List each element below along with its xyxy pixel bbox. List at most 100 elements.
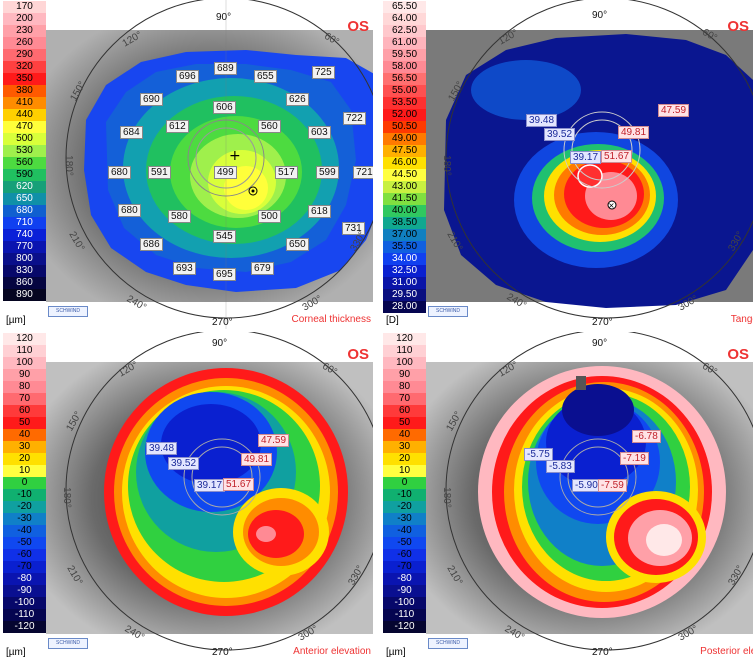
scale-step: 120 xyxy=(3,333,46,345)
scale-step: 30 xyxy=(3,441,46,453)
value-label: -7.59 xyxy=(598,479,627,492)
angle-label-180: 180° xyxy=(440,487,452,508)
value-label: 626 xyxy=(286,93,309,106)
corneal-thickness-panel: 170 200 230 260 290 320 350 380 410 440 470 500 530 5… xyxy=(0,0,373,329)
map-area: × 39.48 47.59 39.52 49.81 39.17 51.67 90… xyxy=(426,0,753,329)
scale-step: 800 xyxy=(3,253,46,265)
scale-step: 470 xyxy=(3,121,46,133)
value-label: 49.81 xyxy=(241,453,273,466)
value-label: 51.67 xyxy=(601,150,633,163)
scale-step: 28.00 xyxy=(383,301,426,313)
scale-step: 49.00 xyxy=(383,133,426,145)
posterior-elevation-panel: 120 110 100 90 80 70 60 50 40 30 20 10 0 -10 -20 -30 -40… xyxy=(380,332,753,661)
scale-step: 46.00 xyxy=(383,157,426,169)
scale-step: 47.50 xyxy=(383,145,426,157)
map-zone xyxy=(577,164,603,188)
scale-step: -80 xyxy=(383,573,426,585)
scale-step: 0 xyxy=(383,477,426,489)
value-label: 49.81 xyxy=(618,126,650,139)
scale-step: 43.00 xyxy=(383,181,426,193)
value-label: -5.83 xyxy=(546,460,575,473)
scale-step: -20 xyxy=(3,501,46,513)
map-zone xyxy=(646,524,682,556)
scale-step: 740 xyxy=(3,229,46,241)
value-label: 47.59 xyxy=(258,434,290,447)
scale-step: 20 xyxy=(3,453,46,465)
scale-step: 320 xyxy=(3,61,46,73)
map-canvas xyxy=(46,332,373,661)
scale-step: 350 xyxy=(3,73,46,85)
scale-step: -30 xyxy=(3,513,46,525)
vendor-logo: SCHWIND xyxy=(428,306,468,317)
scale-step: 59.50 xyxy=(383,49,426,61)
scale-step: 56.50 xyxy=(383,73,426,85)
scale-step: 380 xyxy=(3,85,46,97)
value-label: 591 xyxy=(148,166,171,179)
value-label: 686 xyxy=(140,238,163,251)
value-label: 618 xyxy=(308,205,331,218)
value-label: 39.17 xyxy=(194,479,226,492)
angle-label-top: 90° xyxy=(592,10,608,21)
scale-step: 58.00 xyxy=(383,61,426,73)
angle-label-bottom: 270° xyxy=(592,317,613,328)
scale-step: -10 xyxy=(383,489,426,501)
thinnest-point-marker xyxy=(248,186,258,196)
scale-step: 120 xyxy=(383,333,426,345)
scale-unit: [µm] xyxy=(6,647,26,658)
eye-label: OS xyxy=(727,346,749,363)
scale-step: 62.50 xyxy=(383,25,426,37)
scale-step: 29.50 xyxy=(383,289,426,301)
scale-step: -100 xyxy=(3,597,46,609)
scale-step: 38.50 xyxy=(383,217,426,229)
value-label: 47.59 xyxy=(658,104,690,117)
scale-step: 80 xyxy=(3,381,46,393)
scale-step: 61.00 xyxy=(383,37,426,49)
value-label: 722 xyxy=(343,112,366,125)
value-label: 603 xyxy=(308,126,331,139)
value-label: 39.52 xyxy=(168,457,200,470)
value-label: 684 xyxy=(120,126,143,139)
angle-label-top: 90° xyxy=(592,338,608,349)
scale-step: -10 xyxy=(3,489,46,501)
map-area: 39.48 47.59 39.52 49.81 39.17 51.67 90° … xyxy=(46,332,373,661)
scale-step: 52.00 xyxy=(383,109,426,121)
color-scale: 170 200 230 260 290 320 350 380 410 440 470 500 530 5… xyxy=(0,0,46,329)
color-scale: 65.50 64.00 62.50 61.00 59.50 58.00 56.50 55.00… xyxy=(380,0,426,329)
scale-step: 50 xyxy=(3,417,46,429)
scale-unit: [µm] xyxy=(6,315,26,326)
scale-step: 710 xyxy=(3,217,46,229)
value-label: 499 xyxy=(214,166,237,179)
value-label: 51.67 xyxy=(223,478,255,491)
scale-step: 41.50 xyxy=(383,193,426,205)
angle-label-180: 180° xyxy=(60,487,72,508)
scale-step: 40.00 xyxy=(383,205,426,217)
value-label: -7.19 xyxy=(620,452,649,465)
scale-step: -60 xyxy=(383,549,426,561)
scale-step: 55.00 xyxy=(383,85,426,97)
scale-step: 110 xyxy=(383,345,426,357)
scale-step: -40 xyxy=(3,525,46,537)
scale-step: 65.50 xyxy=(383,1,426,13)
scale-step: -80 xyxy=(3,573,46,585)
scale-step: 64.00 xyxy=(383,13,426,25)
scale-step: 440 xyxy=(3,109,46,121)
angle-label-top: 90° xyxy=(212,338,228,349)
angle-label-180: 180° xyxy=(440,155,452,176)
scale-step: -20 xyxy=(383,501,426,513)
scale-step: 10 xyxy=(383,465,426,477)
map-zone xyxy=(562,384,634,436)
map-canvas: × xyxy=(426,0,753,329)
map-title: Tangential anterior xyxy=(730,314,753,325)
scale-step: 890 xyxy=(3,289,46,301)
scale-step: 590 xyxy=(3,169,46,181)
eye-label: OS xyxy=(347,18,369,35)
scale-step: 60 xyxy=(3,405,46,417)
scale-step: 37.00 xyxy=(383,229,426,241)
value-label: 721 xyxy=(353,166,373,179)
scale-step: 60 xyxy=(383,405,426,417)
scale-step: 44.50 xyxy=(383,169,426,181)
scale-unit: [D] xyxy=(386,315,399,326)
angle-label-bottom: 270° xyxy=(212,647,233,658)
value-label: 693 xyxy=(173,262,196,275)
value-label: 545 xyxy=(213,230,236,243)
